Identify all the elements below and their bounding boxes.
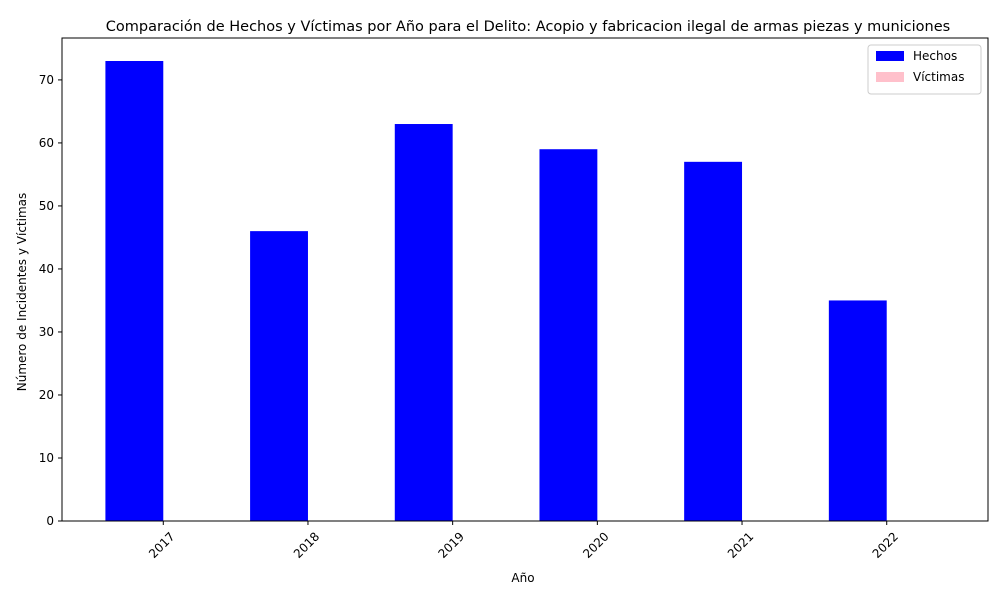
axes-frame — [61, 37, 989, 522]
legend-label: Víctimas — [913, 70, 964, 84]
y-tick-label: 40 — [39, 262, 54, 276]
legend-swatch-hechos — [876, 51, 904, 61]
y-tick-label: 20 — [39, 388, 54, 402]
bar-hechos-2017 — [105, 61, 164, 521]
y-tick-label: 10 — [39, 451, 54, 465]
chart-title: Comparación de Hechos y Víctimas por Año… — [106, 19, 950, 35]
y-tick-label: 70 — [39, 73, 54, 87]
legend-label: Hechos — [913, 49, 957, 63]
y-tick-label: 30 — [39, 325, 54, 339]
bars-group — [105, 61, 887, 522]
plot-frame — [61, 37, 989, 522]
y-tick-label: 0 — [46, 514, 54, 528]
bar-hechos-2021 — [684, 161, 743, 522]
bar-hechos-2020 — [539, 149, 598, 521]
y-axis-label: Número de Incidentes y Víctimas — [15, 193, 29, 392]
bar-hechos-2019 — [394, 124, 453, 521]
x-axis-label: Año — [511, 571, 534, 585]
bar-hechos-2022 — [828, 300, 887, 521]
legend: Hechos Víctimas — [867, 44, 982, 95]
y-axis: 0 10 20 30 40 50 60 70 — [39, 73, 62, 528]
y-tick-label: 50 — [39, 199, 54, 213]
legend-swatch-v-ctimas — [876, 72, 904, 82]
bar-hechos-2018 — [250, 231, 308, 521]
y-tick-label: 60 — [39, 136, 54, 150]
